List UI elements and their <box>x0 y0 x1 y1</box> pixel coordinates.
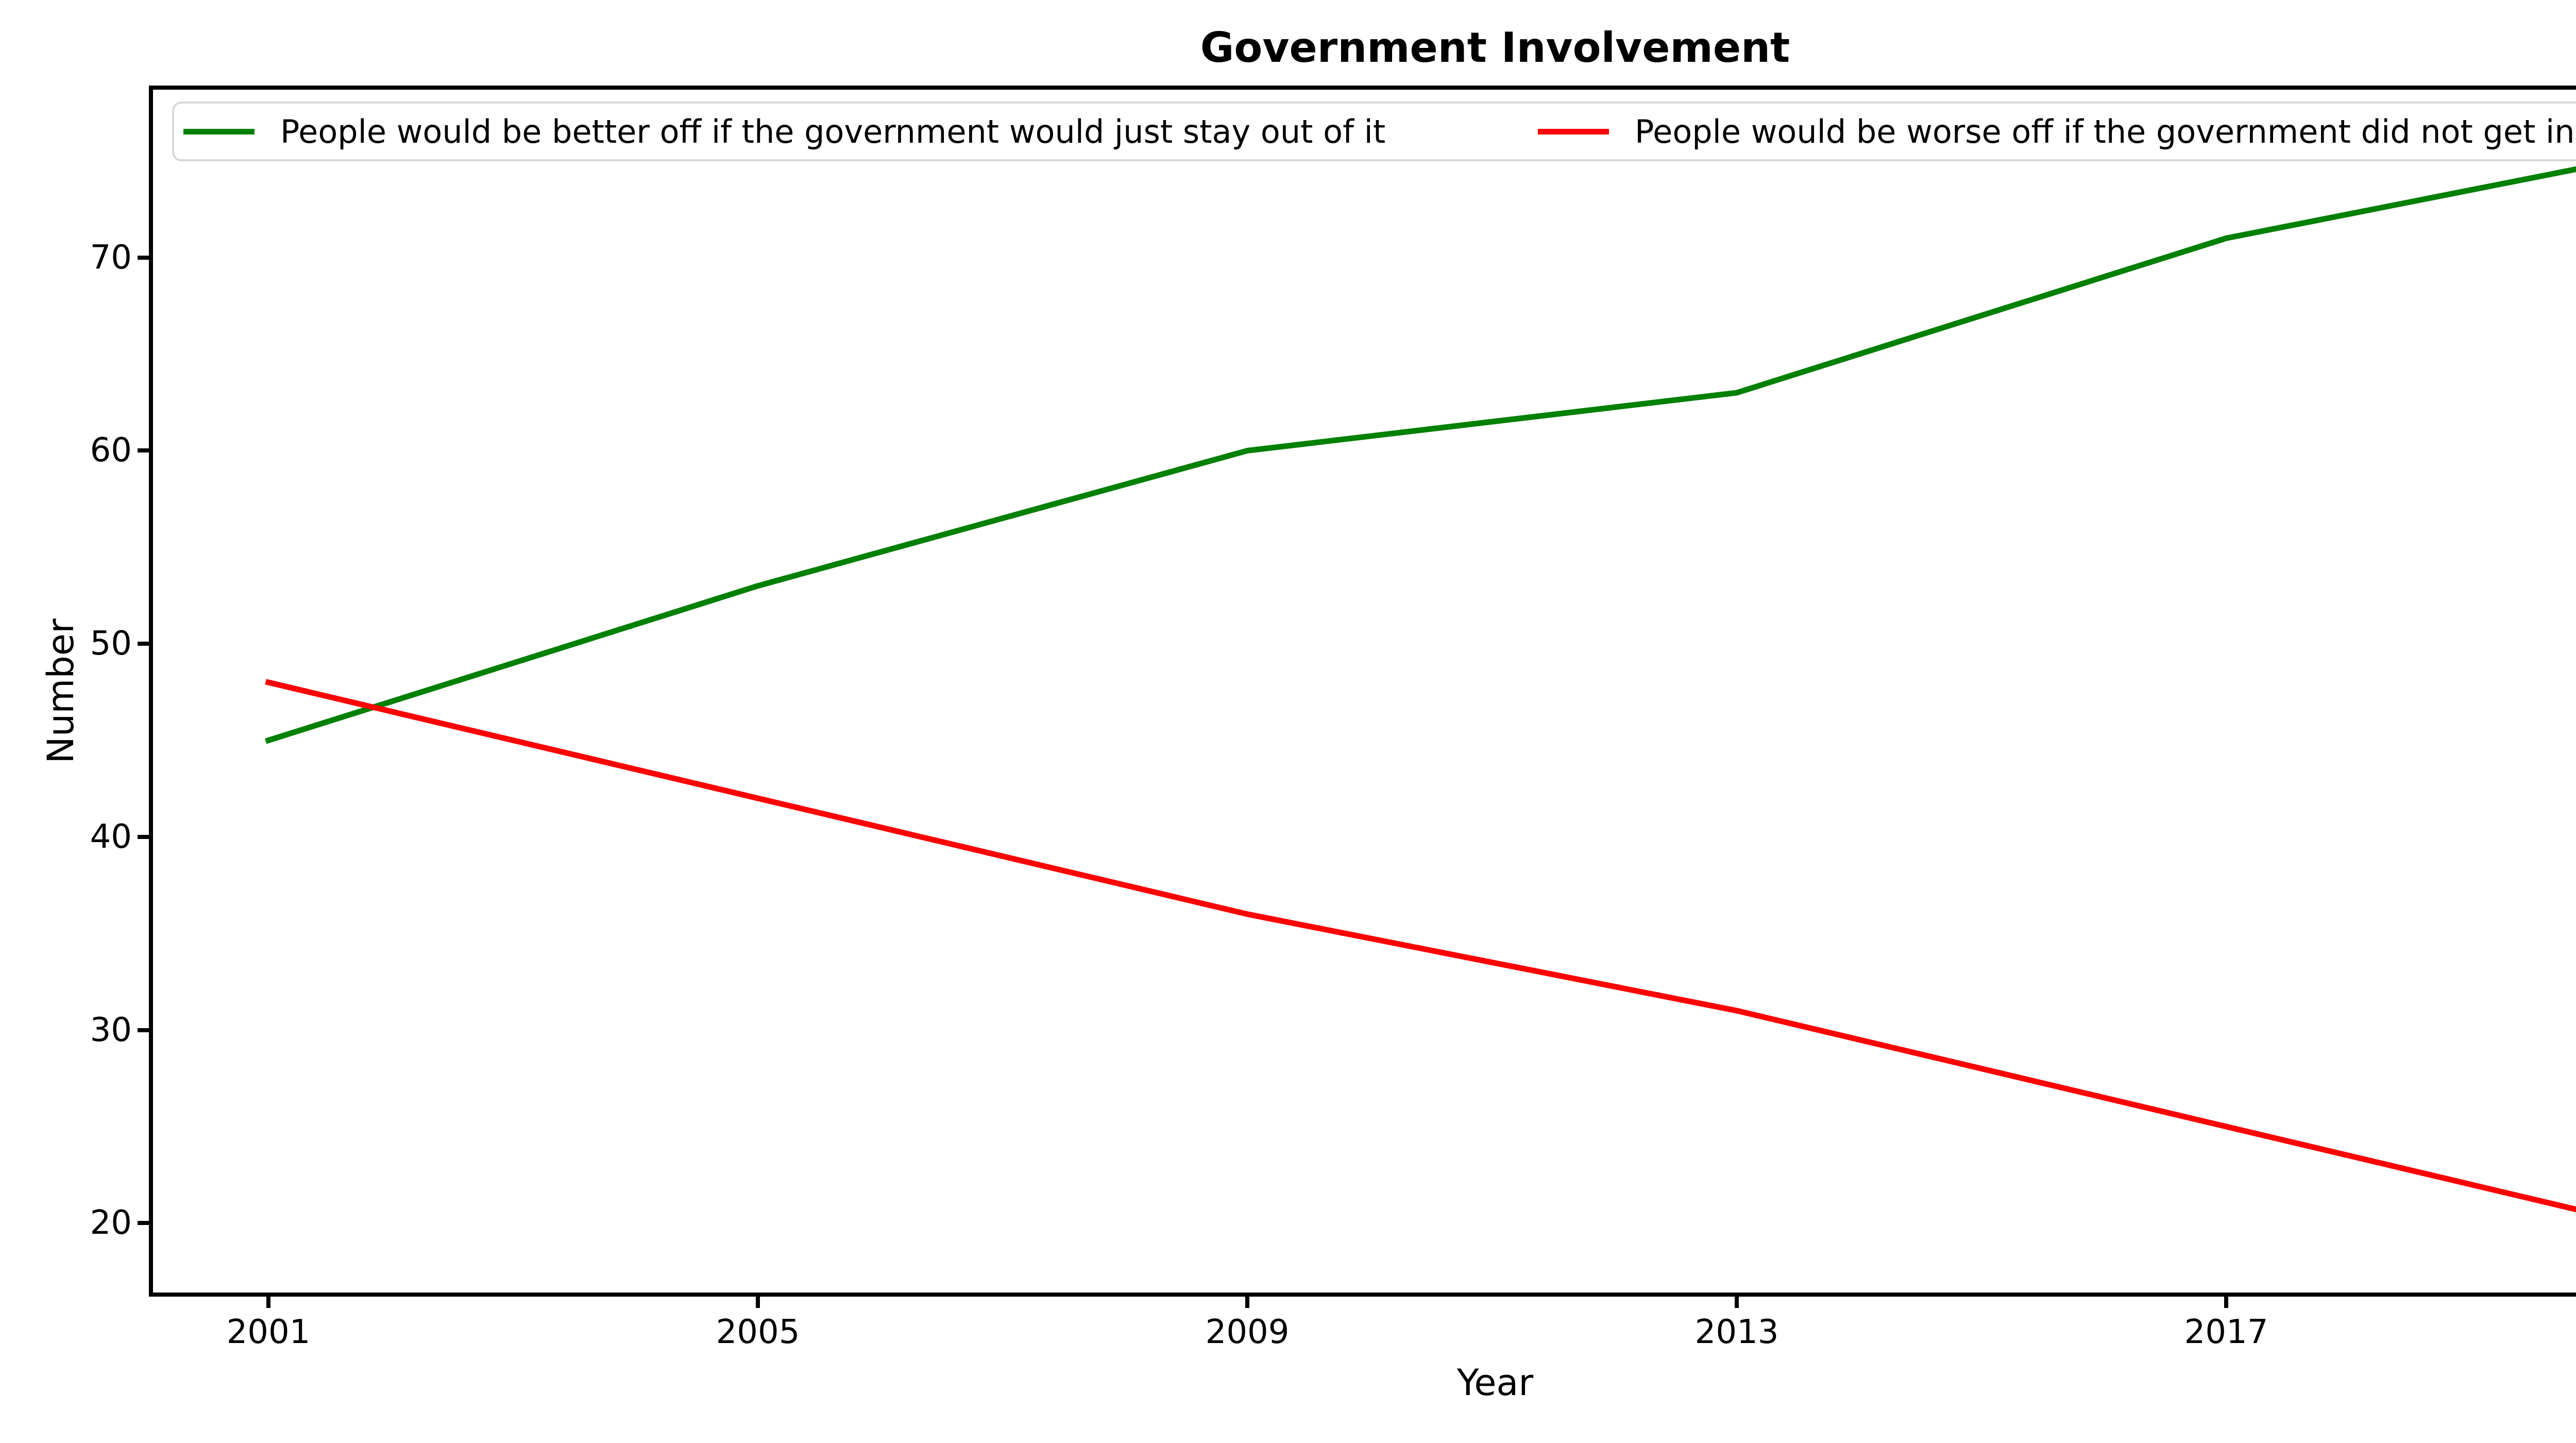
legend-label-1: People would be worse off if the governm… <box>1635 112 2576 150</box>
y-tick-label: 20 <box>90 1204 132 1243</box>
y-tick-mark <box>138 1028 149 1032</box>
y-tick-label: 30 <box>90 1011 132 1049</box>
x-tick-mark <box>756 1297 760 1308</box>
y-tick-label: 50 <box>90 625 132 663</box>
x-axis-label: Year <box>1456 1362 1534 1404</box>
chart-title: Government Involvement <box>1200 24 1790 72</box>
legend-swatch-1 <box>1538 128 1609 135</box>
y-tick-label: 70 <box>90 238 132 277</box>
x-tick-mark <box>1735 1297 1739 1308</box>
legend-label-0: People would be better off if the govern… <box>280 112 1386 150</box>
y-tick-mark <box>138 255 149 260</box>
legend-entry-1: People would be worse off if the governm… <box>1538 104 2576 159</box>
x-tick-label: 2001 <box>226 1313 311 1351</box>
x-tick-mark <box>266 1297 270 1308</box>
y-tick-mark <box>138 448 149 453</box>
y-tick-mark <box>138 642 149 646</box>
plot-frame <box>149 86 2576 1297</box>
x-tick-mark <box>1245 1297 1250 1308</box>
legend-entry-0: People would be better off if the govern… <box>183 104 1385 159</box>
y-tick-label: 60 <box>90 431 132 470</box>
y-tick-label: 40 <box>90 817 132 856</box>
x-tick-label: 2009 <box>1205 1313 1290 1351</box>
x-tick-label: 2005 <box>716 1313 800 1351</box>
legend-swatch-0 <box>183 128 255 135</box>
x-tick-label: 2017 <box>2184 1313 2268 1351</box>
y-tick-mark <box>138 834 149 839</box>
legend: People would be better off if the govern… <box>172 102 2576 161</box>
x-tick-label: 2013 <box>1694 1313 1779 1351</box>
y-axis-label: Number <box>40 618 82 764</box>
x-tick-mark <box>2224 1297 2229 1308</box>
y-tick-mark <box>138 1221 149 1226</box>
